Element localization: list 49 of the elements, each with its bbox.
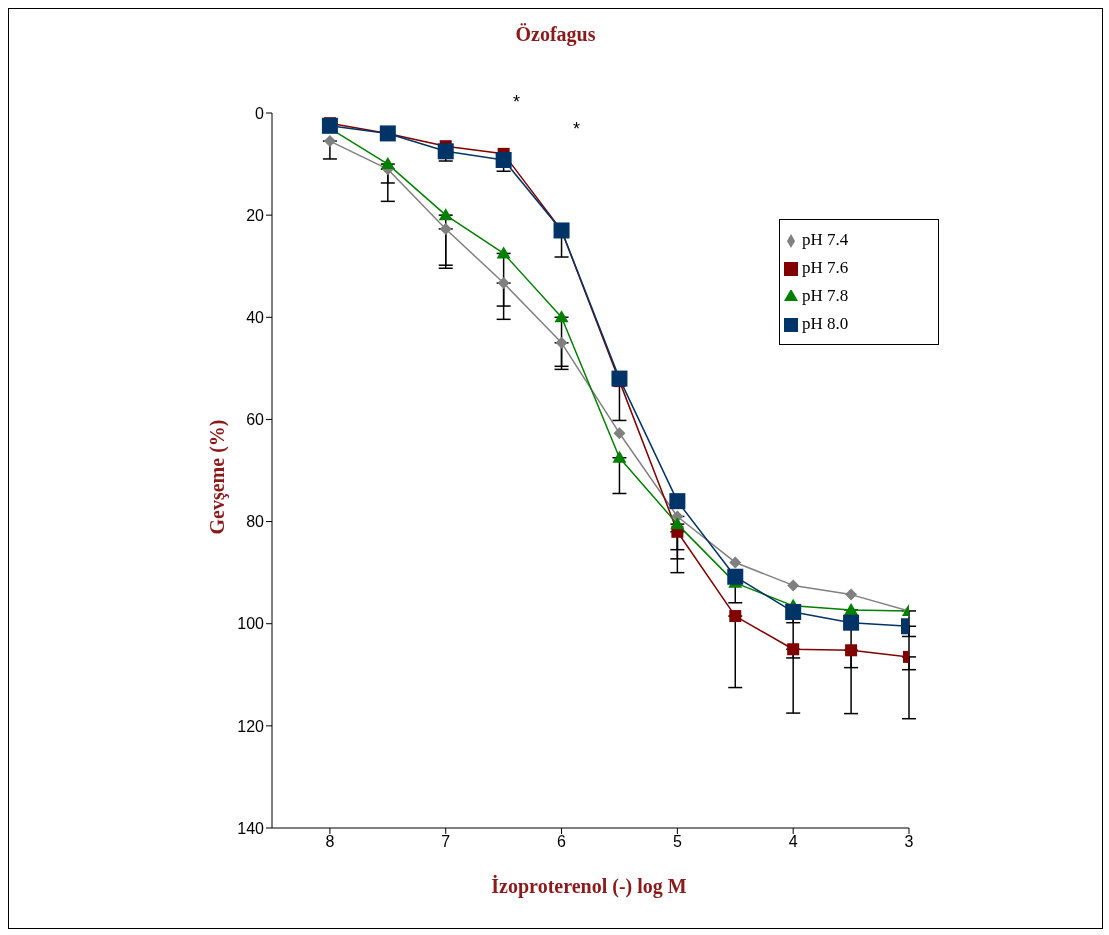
text: * <box>513 92 521 112</box>
point <box>321 117 338 134</box>
x-tick-label: 5 <box>672 833 682 851</box>
point <box>670 517 685 530</box>
y-tick-label: 60 <box>246 411 265 429</box>
point <box>843 614 860 631</box>
y-tick-label: 140 <box>237 819 265 837</box>
point <box>438 208 453 221</box>
y-tick-label: 100 <box>237 615 265 633</box>
point <box>495 151 512 168</box>
point <box>439 222 452 235</box>
y-tick-label: 20 <box>246 206 265 224</box>
x-tick-label: 7 <box>441 833 451 851</box>
x-tick-label: 6 <box>557 833 567 851</box>
point <box>787 579 800 592</box>
point <box>669 493 686 510</box>
y-tick-label: 120 <box>237 717 265 735</box>
point <box>613 427 626 440</box>
x-tick-label: 3 <box>904 833 914 851</box>
point <box>437 143 454 160</box>
point <box>554 310 569 323</box>
point <box>845 644 858 657</box>
y-tick-label: 80 <box>246 513 265 531</box>
legend-label: pH 7.4 <box>802 230 849 249</box>
point <box>845 588 858 601</box>
point <box>612 450 627 463</box>
x-tick-label: 4 <box>788 833 798 851</box>
point <box>785 603 802 620</box>
x-tick-label: 8 <box>325 833 335 851</box>
x-axis-title: İzoproterenol (-) log M <box>491 875 687 898</box>
annotation: * <box>573 119 581 139</box>
legend-label: pH 8.0 <box>802 314 849 333</box>
point <box>729 556 742 569</box>
point <box>611 370 628 387</box>
point <box>497 277 510 290</box>
point <box>555 336 568 349</box>
legend-label: pH 7.8 <box>802 286 849 305</box>
y-tick-label: 40 <box>246 308 265 326</box>
point <box>729 610 742 623</box>
point <box>380 157 395 170</box>
point <box>323 135 336 148</box>
point <box>844 602 859 615</box>
point <box>496 246 511 259</box>
point <box>787 643 800 656</box>
point <box>727 568 744 585</box>
y-axis-title: Gevşeme (%) <box>205 419 229 535</box>
y-tick-label: 0 <box>255 104 265 122</box>
legend-label: pH 7.6 <box>802 258 849 277</box>
chart-title: Özofagus <box>514 23 597 46</box>
